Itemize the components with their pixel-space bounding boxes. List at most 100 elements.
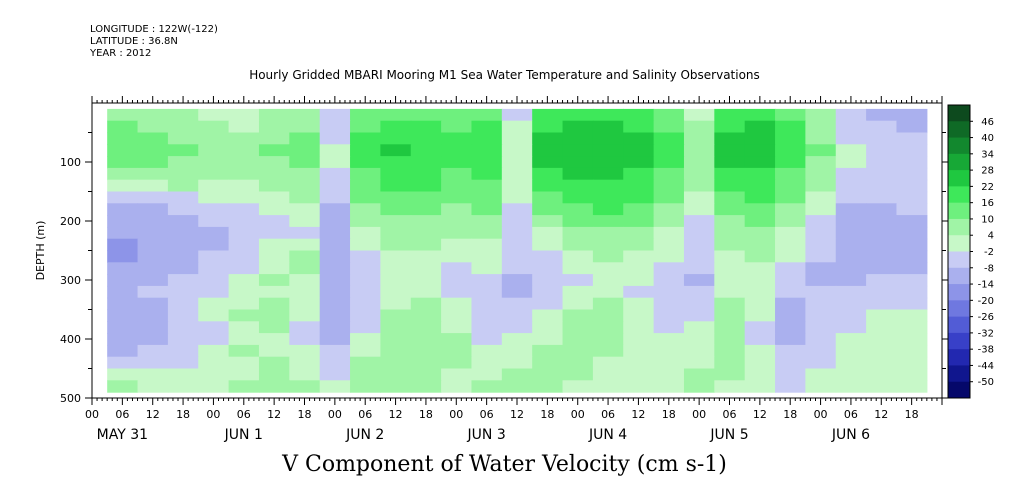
heatmap-cell [319, 238, 351, 252]
y-tick-label: 500 [60, 392, 81, 405]
heatmap-cell [896, 215, 928, 228]
heatmap-cell [714, 238, 746, 252]
heatmap-cell [532, 297, 564, 311]
heatmap-cell [350, 167, 381, 181]
heatmap-cell [866, 167, 898, 181]
heatmap-cell [653, 108, 685, 122]
heatmap-cell [107, 203, 139, 216]
heatmap-cell [350, 262, 381, 275]
heatmap-cell [319, 167, 351, 181]
heatmap-cell [562, 250, 594, 263]
heatmap-cell [775, 380, 806, 393]
heatmap-cell [805, 380, 837, 393]
heatmap-cell [866, 238, 898, 252]
heatmap-cell [380, 179, 412, 193]
heatmap-cell [653, 262, 685, 275]
heatmap-cell [289, 179, 321, 193]
heatmap-cell [380, 380, 412, 393]
heatmap-cell [198, 356, 230, 370]
colorbar-swatch [948, 153, 970, 171]
heatmap-cell [228, 226, 260, 240]
heatmap-cell [623, 156, 655, 169]
heatmap-cell [289, 262, 321, 275]
colorbar-swatch [948, 235, 970, 252]
heatmap-cell [228, 120, 260, 134]
heatmap-cell [532, 215, 564, 228]
heatmap-cell [471, 309, 503, 322]
heatmap-cell [167, 215, 199, 228]
heatmap-cell [471, 238, 503, 252]
heatmap-cell [592, 250, 624, 263]
heatmap-cell [714, 191, 746, 204]
heatmap-cell [289, 144, 321, 157]
heatmap-cell [683, 156, 715, 169]
heatmap-cell [835, 285, 867, 299]
heatmap-cell [380, 321, 412, 334]
heatmap-cell [744, 144, 776, 157]
heatmap-cell [410, 285, 442, 299]
heatmap-cell [228, 250, 260, 263]
heatmap-cell [562, 238, 594, 252]
heatmap-cell [228, 215, 260, 228]
heatmap-cell [532, 285, 564, 299]
heatmap-cell [896, 191, 928, 204]
heatmap-cell [896, 120, 928, 134]
x-tick-label: 06 [844, 408, 858, 421]
heatmap-cell [835, 309, 867, 322]
heatmap-cell [532, 132, 564, 145]
heatmap-cell [319, 333, 351, 346]
heatmap-cell [167, 191, 199, 204]
heatmap-cell [319, 191, 351, 204]
heatmap-cell [835, 108, 867, 122]
heatmap-cell [167, 380, 199, 393]
heatmap-cell [441, 215, 473, 228]
heatmap-cell [653, 179, 685, 193]
heatmap-cell [107, 238, 139, 252]
heatmap-cell [592, 108, 624, 122]
heatmap-cell [471, 191, 503, 204]
colorbar-label: -32 [978, 328, 994, 339]
heatmap-cell [380, 333, 412, 346]
heatmap-cell [289, 167, 321, 181]
heatmap-cell [289, 250, 321, 263]
heatmap-cell [137, 333, 169, 346]
heatmap-cell [805, 215, 837, 228]
heatmap-cell [805, 297, 837, 311]
heatmap-cell [835, 333, 867, 346]
heatmap-cell [107, 309, 139, 322]
heatmap-cell [198, 274, 230, 287]
heatmap-cell [653, 120, 685, 134]
heatmap-cell [167, 203, 199, 216]
heatmap-cell [714, 226, 746, 240]
heatmap-cell [167, 262, 199, 275]
heatmap-cell [441, 380, 473, 393]
heatmap-cell [441, 250, 473, 263]
heatmap-cell [167, 120, 199, 134]
x-tick-label: 00 [692, 408, 706, 421]
colorbar-label: 46 [981, 117, 994, 128]
heatmap-cell [289, 321, 321, 334]
heatmap-cell [380, 132, 412, 145]
heatmap-cell [835, 380, 867, 393]
heatmap-cell [866, 226, 898, 240]
heatmap-cell [683, 380, 715, 393]
heatmap-cell [137, 250, 169, 263]
heatmap-cell [562, 120, 594, 134]
heatmap-cell [289, 274, 321, 287]
heatmap-cell [714, 144, 746, 157]
heatmap-cell [107, 285, 139, 299]
heatmap-cell [805, 108, 837, 122]
heatmap-cell [228, 156, 260, 169]
heatmap-cell [714, 132, 746, 145]
heatmap-cell [167, 321, 199, 334]
heatmap-cell [410, 380, 442, 393]
heatmap-cell [835, 321, 867, 334]
y-tick-label: 200 [60, 215, 81, 228]
heatmap-cell [532, 120, 564, 134]
heatmap-cell [350, 356, 381, 370]
heatmap-cell [380, 108, 412, 122]
y-axis: 100 200 300 400 500 [60, 132, 949, 405]
x-tick-label: 00 [449, 408, 463, 421]
heatmap-cell [289, 285, 321, 299]
x-tick-label: 06 [723, 408, 737, 421]
